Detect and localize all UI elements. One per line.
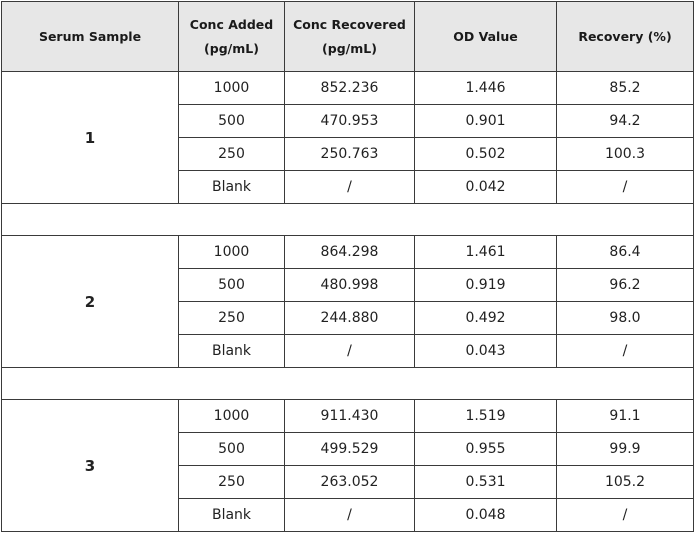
data-cell: 99.9: [556, 432, 694, 466]
data-cell: Blank: [178, 170, 285, 204]
data-cell: /: [284, 334, 415, 368]
data-cell: /: [284, 498, 415, 532]
data-row: 250 244.880 0.492 98.0: [2, 301, 694, 335]
data-cell: 263.052: [284, 465, 415, 499]
header-text: OD Value: [453, 28, 518, 44]
data-cell: /: [556, 498, 694, 532]
data-cell: 0.919: [414, 268, 557, 302]
data-cell: 0.531: [414, 465, 557, 499]
data-cell: /: [556, 334, 694, 368]
header-text: Conc Recovered: [293, 16, 406, 32]
data-cell: 1000: [178, 71, 285, 105]
header-text: Conc Added: [189, 16, 274, 32]
spacer-row: [1, 367, 694, 400]
data-cell: 500: [178, 268, 285, 302]
data-row: Blank/0.042/: [2, 170, 694, 204]
data-cell: 98.0: [556, 301, 694, 335]
data-cell: 500: [178, 432, 285, 466]
data-cell: 1.461: [414, 235, 557, 269]
header-text: Recovery (%): [578, 28, 672, 44]
header-text: (pg/mL): [322, 40, 377, 56]
data-cell: 244.880: [284, 301, 415, 335]
data-cell: 100.3: [556, 137, 694, 171]
data-cell: 0.492: [414, 301, 557, 335]
data-row: 250 250.763 0.502 100.3: [2, 137, 694, 171]
data-cell: 499.529: [284, 432, 415, 466]
data-cell: 1000: [178, 235, 285, 269]
data-cell: 94.2: [556, 104, 694, 138]
data-cell: 85.2: [556, 71, 694, 105]
data-cell: 0.502: [414, 137, 557, 171]
data-cell: 105.2: [556, 465, 694, 499]
data-cell: 0.955: [414, 432, 557, 466]
data-cell: /: [556, 170, 694, 204]
data-cell: 1.446: [414, 71, 557, 105]
header-cell: Serum Sample: [1, 1, 179, 72]
data-cell: 1.519: [414, 399, 557, 433]
data-row: 3 1000 911.430 1.519 91.1: [1, 399, 694, 532]
data-cell: 852.236: [284, 71, 415, 105]
data-cell: 250: [178, 301, 285, 335]
data-cell: 250: [178, 465, 285, 499]
data-row: Blank/0.043/: [2, 334, 694, 368]
spacer-cell: [1, 203, 694, 236]
data-cell: 911.430: [284, 399, 415, 433]
data-cell: /: [284, 170, 415, 204]
data-cell: 1000: [178, 399, 285, 433]
data-row: 500 499.529 0.955 99.9: [2, 432, 694, 466]
header-cell: Recovery (%): [556, 1, 694, 72]
data-row: 2 1000 864.298 1.461 86.4: [1, 235, 694, 368]
header-text: Serum Sample: [38, 28, 142, 44]
data-cell: 0.048: [414, 498, 557, 532]
data-cell: 0.901: [414, 104, 557, 138]
data-cell: 250.763: [284, 137, 415, 171]
data-cell: 250: [178, 137, 285, 171]
data-row: 1 1000 852.236 1.446 85.2: [1, 71, 694, 204]
spacer-cell: [1, 367, 694, 400]
data-cell: 500: [178, 104, 285, 138]
data-cell: Blank: [178, 498, 285, 532]
sample-cell: 1: [1, 71, 179, 204]
data-row: 500 470.953 0.901 94.2: [2, 104, 694, 138]
header-cell: OD Value: [414, 1, 557, 72]
data-row: Blank/0.048/: [2, 498, 694, 532]
header-text: (pg/mL): [204, 40, 259, 56]
data-cell: 0.043: [414, 334, 557, 368]
data-cell: 0.042: [414, 170, 557, 204]
data-cell: Blank: [178, 334, 285, 368]
data-cell: 91.1: [556, 399, 694, 433]
data-cell: 864.298: [284, 235, 415, 269]
header-cell: Conc Recovered (pg/mL): [284, 1, 415, 72]
data-cell: 86.4: [556, 235, 694, 269]
data-cell: 480.998: [284, 268, 415, 302]
data-cell: 470.953: [284, 104, 415, 138]
sample-cell: 3: [1, 399, 179, 532]
data-cell: 96.2: [556, 268, 694, 302]
spacer-row: [1, 203, 694, 236]
header-cell: Conc Added (pg/mL): [178, 1, 285, 72]
header-row: Serum Sample Conc Added (pg/mL) Conc Recove…: [1, 1, 694, 72]
sample-cell: 2: [1, 235, 179, 368]
